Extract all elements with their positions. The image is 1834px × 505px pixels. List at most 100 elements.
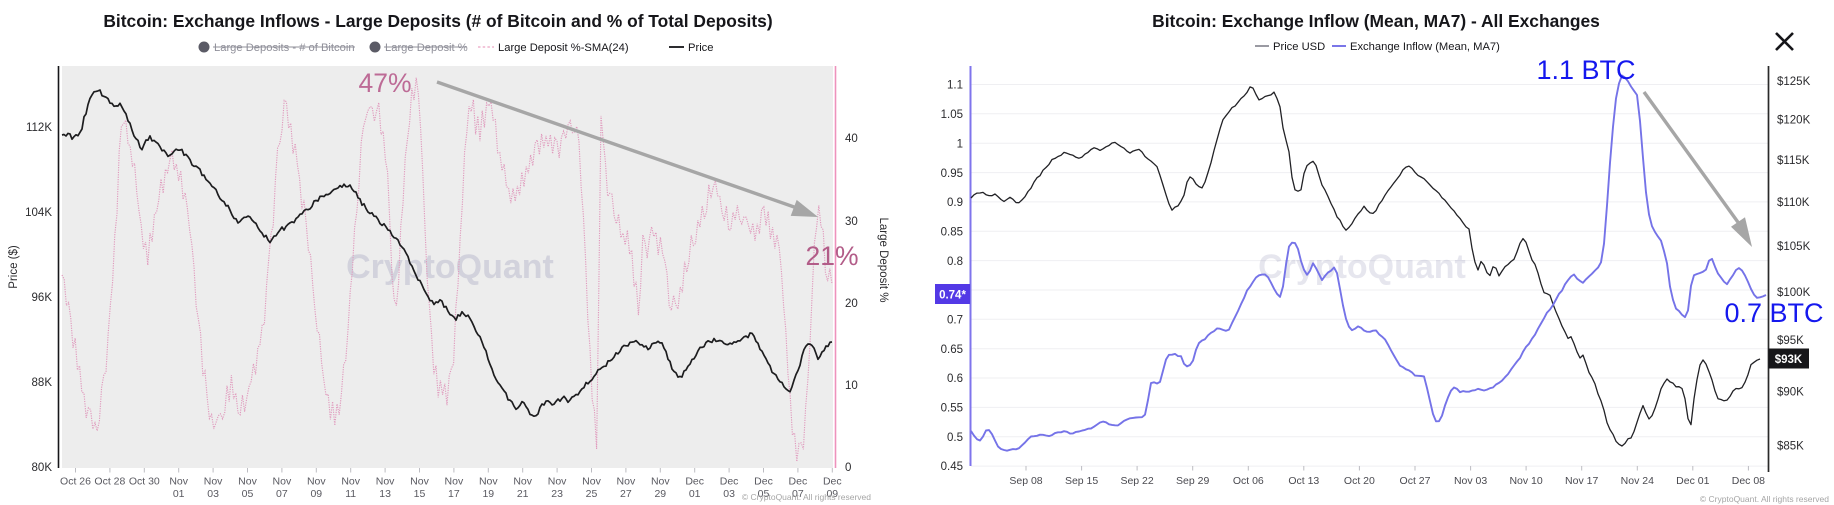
svg-text:Nov: Nov [376,476,395,488]
svg-text:05: 05 [758,488,770,500]
svg-text:03: 03 [207,488,219,500]
svg-text:20: 20 [845,298,858,310]
svg-text:05: 05 [242,488,254,500]
svg-text:$120K: $120K [1777,115,1811,127]
svg-text:15: 15 [414,488,426,500]
svg-text:0.45: 0.45 [941,461,963,473]
svg-text:Oct 26: Oct 26 [60,476,91,488]
svg-text:Oct 28: Oct 28 [94,476,125,488]
svg-text:27: 27 [620,488,632,500]
svg-text:Nov: Nov [479,476,498,488]
svg-text:Dec: Dec [720,476,739,488]
svg-text:03: 03 [723,488,735,500]
svg-text:Nov: Nov [617,476,636,488]
svg-text:Sep 22: Sep 22 [1120,475,1153,487]
svg-text:0.85: 0.85 [941,226,963,238]
svg-text:Oct 13: Oct 13 [1288,475,1319,487]
svg-text:© CryptoQuant. All rights rese: © CryptoQuant. All rights reserved [742,492,871,502]
svg-text:$90K: $90K [1777,386,1804,398]
svg-text:$125K: $125K [1777,76,1811,88]
svg-text:Nov: Nov [410,476,429,488]
svg-text:Nov: Nov [273,476,292,488]
svg-text:13: 13 [379,488,391,500]
svg-text:1: 1 [957,138,963,150]
svg-text:Nov: Nov [445,476,464,488]
svg-text:0.95: 0.95 [941,168,963,180]
svg-text:80K: 80K [32,462,53,474]
svg-text:Dec 01: Dec 01 [1676,475,1709,487]
svg-text:88K: 88K [32,377,53,389]
svg-text:Oct 30: Oct 30 [129,476,160,488]
svg-text:21: 21 [517,488,529,500]
svg-text:96K: 96K [32,292,53,304]
svg-text:Nov: Nov [548,476,567,488]
svg-text:19: 19 [482,488,494,500]
svg-text:23: 23 [551,488,563,500]
svg-text:Dec: Dec [789,476,808,488]
svg-text:$85K: $85K [1777,441,1804,453]
svg-text:Dec: Dec [823,476,842,488]
svg-text:$93K: $93K [1775,354,1803,366]
svg-text:$110K: $110K [1777,197,1810,209]
svg-text:Sep 08: Sep 08 [1009,475,1042,487]
svg-text:Nov: Nov [307,476,326,488]
svg-text:25: 25 [586,488,598,500]
svg-text:CryptoQuant: CryptoQuant [1258,248,1466,286]
svg-text:07: 07 [276,488,288,500]
svg-text:0.55: 0.55 [941,403,963,415]
svg-text:0.74*: 0.74* [939,290,966,302]
svg-text:104K: 104K [25,207,52,219]
svg-text:Bitcoin: Exchange Inflow (Mean: Bitcoin: Exchange Inflow (Mean, MA7) - A… [1152,11,1600,31]
svg-text:Dec: Dec [685,476,704,488]
svg-text:Nov: Nov [513,476,532,488]
svg-text:1.1: 1.1 [947,80,963,92]
svg-text:Nov: Nov [238,476,257,488]
svg-text:Nov 24: Nov 24 [1621,475,1654,487]
svg-text:10: 10 [845,380,858,392]
svg-text:1.05: 1.05 [941,109,963,121]
svg-text:Sep 15: Sep 15 [1065,475,1098,487]
svg-text:Nov: Nov [341,476,360,488]
svg-text:47%: 47% [358,68,411,98]
svg-text:30: 30 [845,216,858,228]
svg-text:0.7 BTC: 0.7 BTC [1724,298,1823,328]
svg-text:Nov: Nov [169,476,188,488]
svg-text:40: 40 [845,133,858,145]
svg-text:17: 17 [448,488,460,500]
svg-text:CryptoQuant: CryptoQuant [346,248,554,286]
svg-text:Price: Price [688,42,714,54]
svg-text:29: 29 [654,488,666,500]
svg-text:Dec: Dec [754,476,773,488]
svg-text:01: 01 [689,488,701,500]
svg-text:Exchange Inflow (Mean, MA7): Exchange Inflow (Mean, MA7) [1350,41,1500,53]
svg-text:$115K: $115K [1777,155,1810,167]
svg-text:Price ($): Price ($) [8,245,20,289]
svg-text:Price USD: Price USD [1273,41,1325,53]
svg-text:$95K: $95K [1777,335,1804,347]
svg-text:Bitcoin: Exchange Inflows - La: Bitcoin: Exchange Inflows - Large Deposi… [103,11,772,31]
svg-text:Sep 29: Sep 29 [1176,475,1209,487]
svg-text:Nov 17: Nov 17 [1565,475,1598,487]
svg-text:Dec 08: Dec 08 [1732,475,1765,487]
svg-text:Nov: Nov [582,476,601,488]
svg-text:Oct 06: Oct 06 [1233,475,1264,487]
svg-text:0.5: 0.5 [947,432,963,444]
svg-text:0.9: 0.9 [947,197,963,209]
svg-text:Nov: Nov [204,476,223,488]
svg-text:0.65: 0.65 [941,344,963,356]
svg-text:Oct 27: Oct 27 [1400,475,1431,487]
svg-text:Nov: Nov [651,476,670,488]
svg-text:112K: 112K [26,122,52,134]
svg-text:Nov 03: Nov 03 [1454,475,1487,487]
svg-text:Nov 10: Nov 10 [1509,475,1542,487]
svg-text:Oct 20: Oct 20 [1344,475,1375,487]
svg-text:Large Deposit %: Large Deposit % [877,217,889,302]
svg-text:0: 0 [845,462,851,474]
svg-text:0.7: 0.7 [947,315,963,327]
svg-text:11: 11 [345,488,356,500]
svg-text:Large Deposit %: Large Deposit % [385,42,468,54]
svg-text:09: 09 [826,488,838,500]
svg-text:Large Deposit %-SMA(24): Large Deposit %-SMA(24) [498,42,629,54]
svg-text:0.6: 0.6 [947,373,963,385]
svg-text:1.1 BTC: 1.1 BTC [1536,55,1635,85]
